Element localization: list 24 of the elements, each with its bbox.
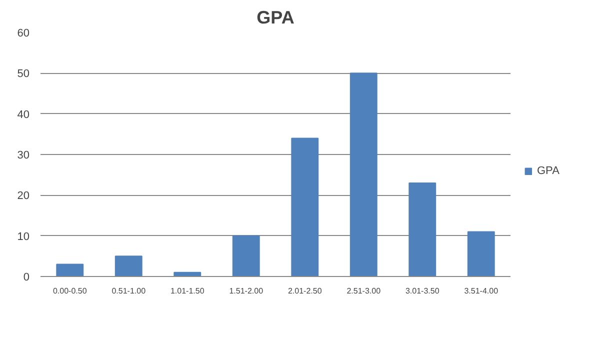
bar — [408, 182, 436, 276]
chart-title: GPA — [256, 8, 294, 28]
bar — [56, 264, 84, 276]
x-tick-label: 1.51-2.00 — [229, 286, 264, 296]
bar — [232, 235, 260, 276]
bar — [291, 138, 319, 276]
y-tick-label: 50 — [17, 68, 30, 80]
legend-label: GPA — [537, 165, 560, 177]
bar — [467, 231, 495, 276]
y-tick-label: 30 — [17, 150, 30, 162]
x-tick-label: 1.01-1.50 — [170, 286, 205, 296]
y-tick-label: 40 — [17, 108, 30, 121]
y-tick-label: 0 — [23, 272, 30, 284]
x-tick-label: 3.51-4.00 — [464, 286, 499, 296]
x-tick-label: 0.51-1.00 — [112, 286, 146, 296]
y-tick-label: 20 — [17, 190, 30, 202]
bar — [350, 72, 378, 276]
x-tick-label: 2.01-2.50 — [288, 286, 322, 296]
y-tick-label: 10 — [17, 230, 30, 243]
y-tick-label: 60 — [17, 28, 30, 40]
bar — [114, 256, 142, 276]
x-tick-label: 2.51-3.00 — [346, 286, 382, 296]
x-tick-label: 0.00-0.50 — [52, 286, 88, 296]
x-tick-label: 3.01-3.50 — [405, 286, 440, 296]
